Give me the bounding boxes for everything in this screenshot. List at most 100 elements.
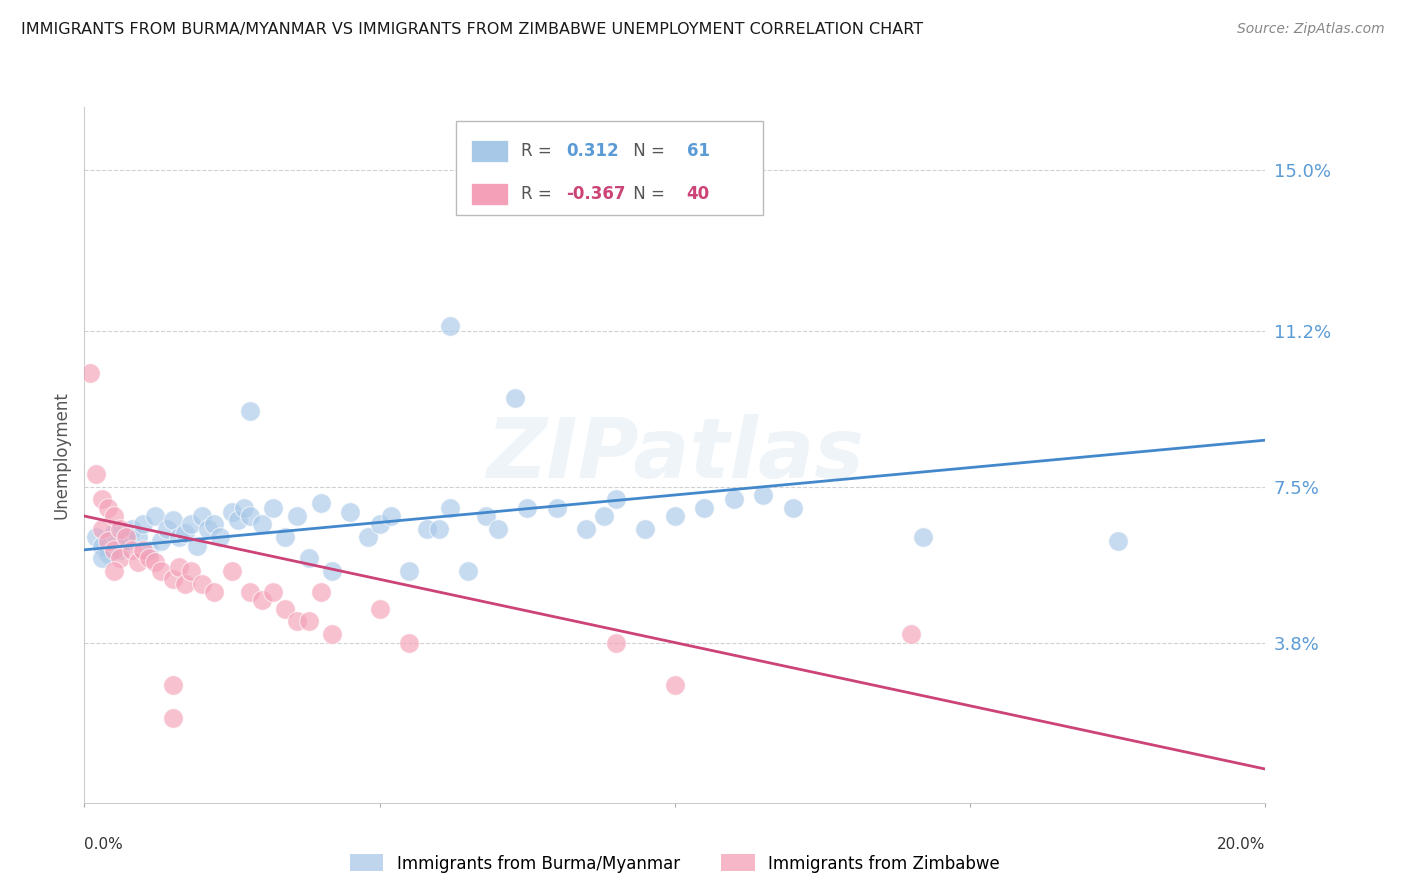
Point (91, 551, 114, 566)
FancyBboxPatch shape (471, 140, 509, 162)
Point (298, 551, 321, 566)
Point (127, 556, 149, 570)
Text: -0.367: -0.367 (567, 186, 626, 203)
Y-axis label: Unemployment: Unemployment (52, 391, 70, 519)
Point (309, 496, 332, 510)
Text: 61: 61 (686, 142, 710, 160)
Point (664, 509, 686, 524)
Point (162, 572, 184, 586)
Point (132, 517, 155, 532)
Point (309, 585, 332, 599)
Point (900, 627, 922, 641)
Point (221, 564, 243, 578)
Point (752, 488, 775, 502)
Point (285, 509, 308, 524)
Point (97, 547, 120, 561)
Point (84, 530, 107, 544)
Point (262, 500, 284, 515)
Point (121, 542, 143, 557)
Point (357, 530, 380, 544)
Point (605, 635, 627, 649)
Text: IMMIGRANTS FROM BURMA/MYANMAR VS IMMIGRANTS FROM ZIMBABWE UNEMPLOYMENT CORRELATI: IMMIGRANTS FROM BURMA/MYANMAR VS IMMIGRA… (21, 22, 924, 37)
Text: N =: N = (627, 142, 675, 160)
Point (239, 403, 262, 417)
Point (150, 534, 173, 549)
Point (191, 509, 214, 524)
Point (173, 576, 195, 591)
FancyBboxPatch shape (457, 121, 763, 215)
Point (505, 391, 527, 405)
Point (114, 534, 136, 549)
Text: 40: 40 (686, 186, 710, 203)
Point (97, 534, 120, 549)
Point (634, 522, 657, 536)
Point (911, 530, 934, 544)
Point (156, 522, 179, 536)
Point (202, 585, 225, 599)
Point (162, 678, 184, 692)
Point (121, 522, 143, 536)
Point (380, 509, 402, 524)
Point (516, 500, 538, 515)
Point (398, 564, 420, 578)
Point (103, 509, 125, 524)
Point (274, 602, 297, 616)
Point (143, 509, 166, 524)
Text: 0.0%: 0.0% (84, 837, 124, 852)
Text: N =: N = (627, 186, 675, 203)
Point (368, 602, 391, 616)
Point (167, 559, 190, 574)
Point (782, 500, 804, 515)
Point (173, 525, 195, 540)
Point (202, 517, 225, 532)
Point (127, 530, 149, 544)
Text: R =: R = (522, 142, 562, 160)
Point (605, 492, 627, 507)
Point (108, 542, 131, 557)
Point (79, 366, 101, 380)
Point (250, 593, 273, 607)
Point (191, 576, 214, 591)
Text: ZIPatlas: ZIPatlas (486, 415, 863, 495)
Point (180, 564, 202, 578)
Text: R =: R = (522, 186, 562, 203)
Point (546, 500, 568, 515)
Point (132, 542, 155, 557)
Point (150, 564, 173, 578)
Point (138, 551, 160, 566)
Point (108, 522, 131, 536)
Point (84, 467, 107, 481)
Point (398, 635, 420, 649)
Point (262, 585, 284, 599)
Text: Source: ZipAtlas.com: Source: ZipAtlas.com (1237, 22, 1385, 37)
Point (321, 564, 343, 578)
Point (103, 564, 125, 578)
Point (368, 517, 391, 532)
FancyBboxPatch shape (471, 183, 509, 205)
Point (209, 530, 232, 544)
Point (103, 542, 125, 557)
Point (439, 500, 461, 515)
Point (162, 711, 184, 725)
Point (274, 530, 297, 544)
Point (1107, 534, 1129, 549)
Point (693, 500, 716, 515)
Point (103, 525, 125, 540)
Point (232, 500, 254, 515)
Legend: Immigrants from Burma/Myanmar, Immigrants from Zimbabwe: Immigrants from Burma/Myanmar, Immigrant… (343, 847, 1007, 880)
Point (91, 522, 114, 536)
Point (298, 615, 321, 629)
Point (285, 615, 308, 629)
Point (457, 564, 479, 578)
Point (108, 551, 131, 566)
Point (226, 513, 249, 527)
Point (239, 509, 262, 524)
Point (167, 530, 190, 544)
Point (91, 539, 114, 553)
Point (114, 530, 136, 544)
Point (180, 517, 202, 532)
Point (475, 509, 498, 524)
Point (439, 319, 461, 334)
Point (250, 517, 273, 532)
Point (321, 627, 343, 641)
